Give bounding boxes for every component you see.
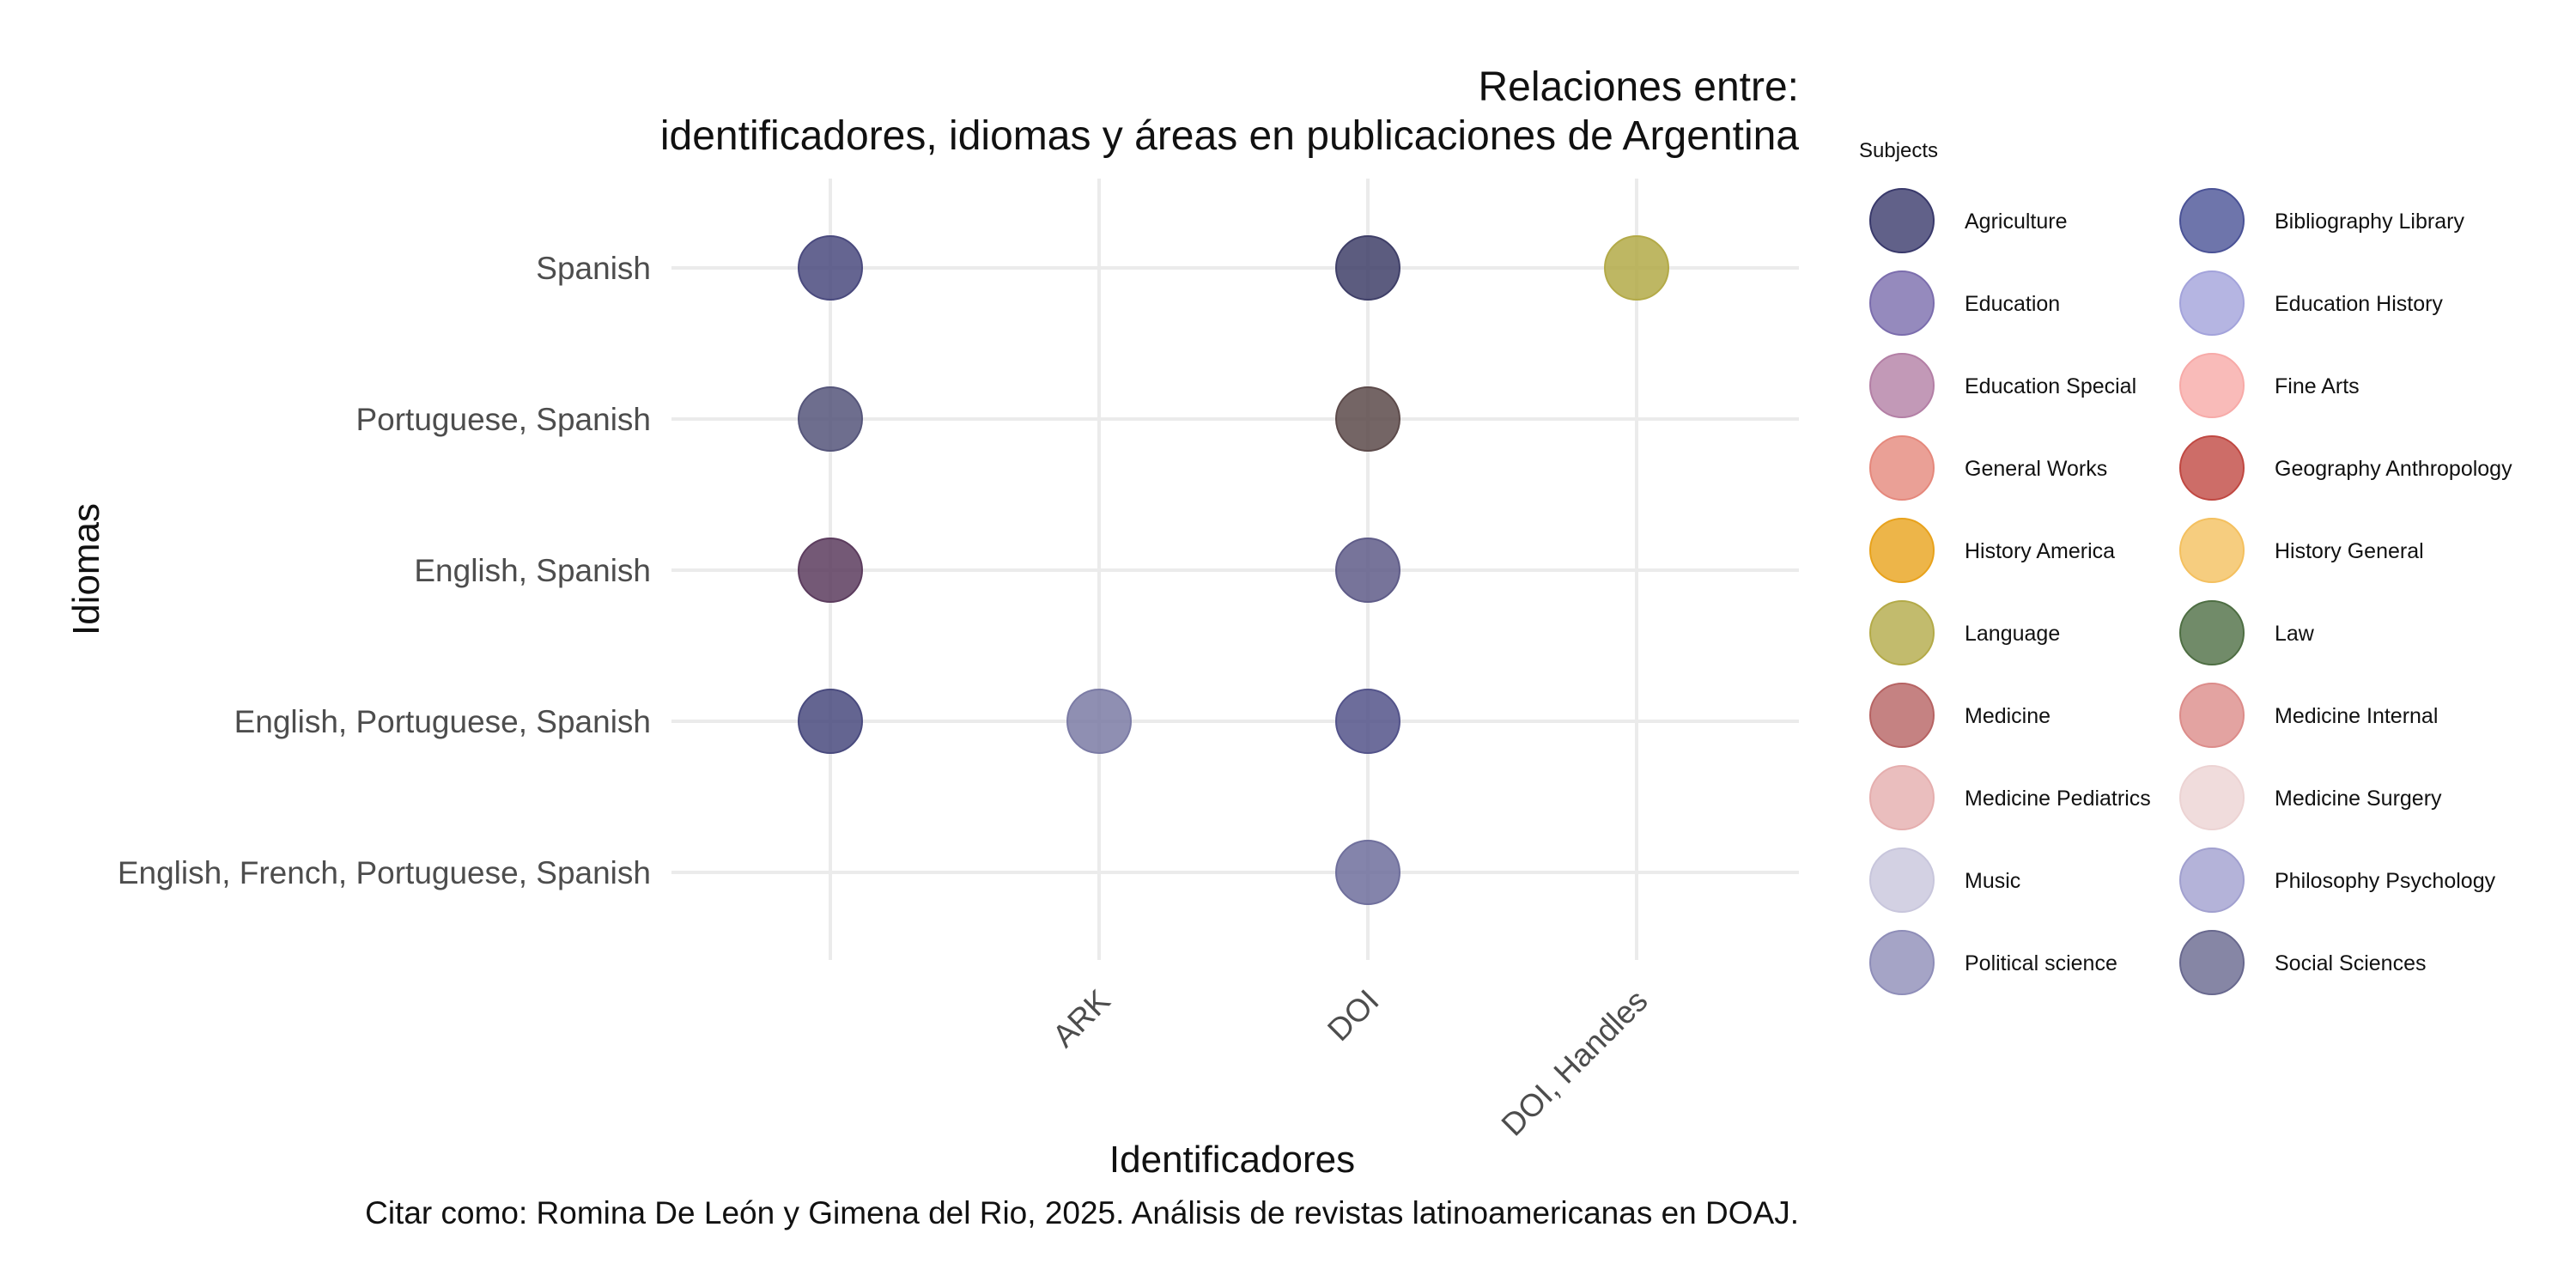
legend-label-political-science: Political science <box>1965 951 2117 975</box>
legend-label-law: Law <box>2275 622 2315 646</box>
point-portuguese-spanish-blank <box>798 386 863 452</box>
point-english-french-portuguese-spanish-doi <box>1335 840 1400 905</box>
legend-swatch-education-history <box>2179 270 2245 336</box>
legend-swatch-medicine-pediatrics <box>1869 765 1935 830</box>
legend-label-social-sciences: Social Sciences <box>2275 951 2426 975</box>
legend-label-education: Education <box>1965 292 2060 316</box>
point-english-portuguese-spanish-ark <box>1066 689 1132 754</box>
legend-swatch-language <box>1869 600 1935 665</box>
legend-swatch-philosophy-psychology <box>2179 848 2245 913</box>
data-points <box>798 235 1669 905</box>
legend-label-bibliography-library: Bibliography Library <box>2275 210 2464 234</box>
legend: Subjects Agriculture Bibliography Library… <box>1859 139 2512 995</box>
legend-label-medicine-surgery: Medicine Surgery <box>2275 787 2442 811</box>
legend-label-geography-anthropology: Geography Anthropology <box>2275 457 2512 481</box>
legend-swatch-history-america <box>1869 518 1935 583</box>
legend-label-language: Language <box>1965 622 2060 646</box>
point-portuguese-spanish-doi <box>1335 386 1400 452</box>
legend-swatch-medicine-internal <box>2179 683 2245 748</box>
legend-label-education-history: Education History <box>2275 292 2443 316</box>
x-tick-label-doi: DOI <box>1321 983 1386 1048</box>
legend-swatch-education-special <box>1869 353 1935 418</box>
y-tick-label-english-french-portuguese-spanish: English, French, Portuguese, Spanish <box>118 855 651 890</box>
y-tick-label-portuguese-spanish: Portuguese, Spanish <box>355 402 651 437</box>
legend-label-music: Music <box>1965 869 2020 893</box>
legend-swatch-geography-anthropology <box>2179 435 2245 501</box>
x-tick-label-doi-handles: DOI, Handles <box>1495 983 1655 1143</box>
legend-swatch-medicine <box>1869 683 1935 748</box>
chart-title-line-1: Relaciones entre: <box>1478 64 1799 110</box>
legend-label-history-america: History America <box>1965 539 2115 563</box>
legend-swatch-medicine-surgery <box>2179 765 2245 830</box>
legend-swatch-fine-arts <box>2179 353 2245 418</box>
x-axis-title: Identificadores <box>1109 1139 1355 1181</box>
legend-label-education-special: Education Special <box>1965 374 2136 398</box>
legend-swatch-bibliography-library <box>2179 188 2245 253</box>
legend-swatch-agriculture <box>1869 188 1935 253</box>
point-english-spanish-doi <box>1335 538 1400 603</box>
point-spanish-doi <box>1335 235 1400 301</box>
legend-swatch-social-sciences <box>2179 930 2245 995</box>
x-tick-label-ark: ARK <box>1046 982 1117 1054</box>
legend-label-medicine-internal: Medicine Internal <box>2275 704 2438 728</box>
legend-label-general-works: General Works <box>1965 457 2107 481</box>
chart-title: Relaciones entre: identificadores, idiom… <box>660 64 1799 159</box>
legend-label-agriculture: Agriculture <box>1965 210 2068 234</box>
y-axis-title: Idiomas <box>65 503 107 635</box>
chart-title-line-2: identificadores, idiomas y áreas en publ… <box>660 113 1799 159</box>
legend-swatch-music <box>1869 848 1935 913</box>
legend-label-philosophy-psychology: Philosophy Psychology <box>2275 869 2496 893</box>
point-english-portuguese-spanish-blank <box>798 689 863 754</box>
legend-label-medicine: Medicine <box>1965 704 2050 728</box>
y-tick-label-english-portuguese-spanish: English, Portuguese, Spanish <box>234 704 651 739</box>
y-tick-label-spanish: Spanish <box>536 251 651 286</box>
legend-swatch-law <box>2179 600 2245 665</box>
legend-label-medicine-pediatrics: Medicine Pediatrics <box>1965 787 2151 811</box>
chart-caption: Citar como: Romina De León y Gimena del … <box>365 1195 1799 1230</box>
legend-title: Subjects <box>1859 139 1938 162</box>
x-axis-ticks: ARK DOI DOI, Handles <box>1046 982 1655 1142</box>
legend-label-fine-arts: Fine Arts <box>2275 374 2360 398</box>
y-tick-label-english-spanish: English, Spanish <box>414 553 651 588</box>
point-spanish-doi-handles <box>1604 235 1669 301</box>
y-axis-ticks: Spanish Portuguese, Spanish English, Spani… <box>118 251 651 890</box>
legend-swatch-political-science <box>1869 930 1935 995</box>
point-english-portuguese-spanish-doi <box>1335 689 1400 754</box>
legend-label-history-general: History General <box>2275 539 2424 563</box>
point-spanish-blank <box>798 235 863 301</box>
point-english-spanish-blank <box>798 538 863 603</box>
legend-swatch-history-general <box>2179 518 2245 583</box>
legend-swatch-education <box>1869 270 1935 336</box>
legend-swatch-general-works <box>1869 435 1935 501</box>
